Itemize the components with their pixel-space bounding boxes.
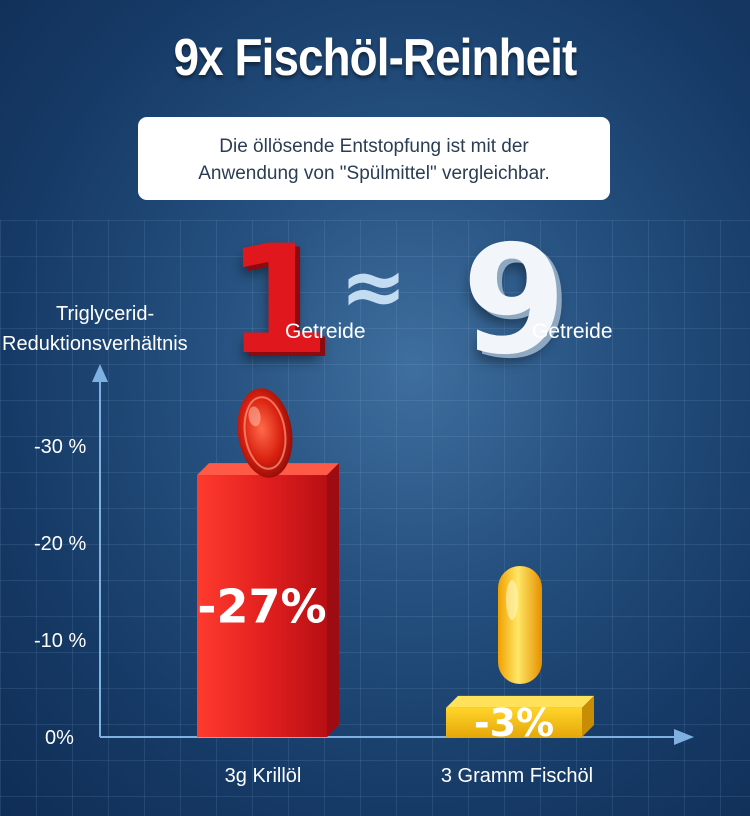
krill-capsule-icon bbox=[237, 388, 293, 478]
bar-fish-value-label: -3% bbox=[474, 701, 554, 745]
fish-oil-capsule-icon bbox=[498, 566, 542, 684]
category-label-fish-oil: 3 Gramm Fischöl bbox=[441, 765, 593, 787]
background-grid bbox=[0, 220, 750, 816]
x-axis-arrow-icon bbox=[674, 729, 694, 745]
y-tick-label: -30 % bbox=[34, 436, 86, 458]
ratio-right-unit: Getreide bbox=[532, 320, 613, 343]
y-tick-label: -10 % bbox=[34, 630, 86, 652]
ratio-right-number: 9 bbox=[462, 214, 567, 388]
bar-krill-front-face bbox=[197, 475, 327, 737]
subtitle-line-1: Die öllösende Entstopfung ist mit der bbox=[219, 136, 529, 157]
bar-krill-side-face bbox=[327, 463, 339, 737]
page-title: 9x Fischöl-Reinheit bbox=[173, 29, 578, 87]
y-axis-label: Triglycerid- Reduktionsverhältnis bbox=[2, 299, 188, 359]
bar-fish-oil bbox=[446, 695, 594, 737]
approx-equal-symbol: ≈ bbox=[340, 240, 408, 333]
ratio-left-unit: Getreide bbox=[285, 320, 366, 343]
y-axis-label-line-2: Reduktionsverhältnis bbox=[2, 333, 188, 355]
category-label-krill-oil: 3g Krillöl bbox=[225, 765, 302, 787]
bar-fish-front-face bbox=[446, 707, 582, 737]
y-axis-arrow-icon bbox=[92, 364, 108, 382]
bar-krill-value-label: -27% bbox=[197, 580, 326, 634]
bar-fish-top-face bbox=[446, 695, 594, 708]
ratio-left-number: 1 bbox=[226, 214, 331, 388]
subtitle-box: Die öllösende Entstopfung ist mit der An… bbox=[138, 117, 610, 200]
y-tick-label: -20 % bbox=[34, 533, 86, 555]
subtitle-line-2: Anwendung von "Spülmittel" vergleichbar. bbox=[198, 163, 550, 184]
y-tick-label: 0% bbox=[45, 727, 74, 749]
y-axis-label-line-1: Triglycerid- bbox=[56, 303, 155, 325]
bar-fish-side-face bbox=[582, 695, 594, 737]
